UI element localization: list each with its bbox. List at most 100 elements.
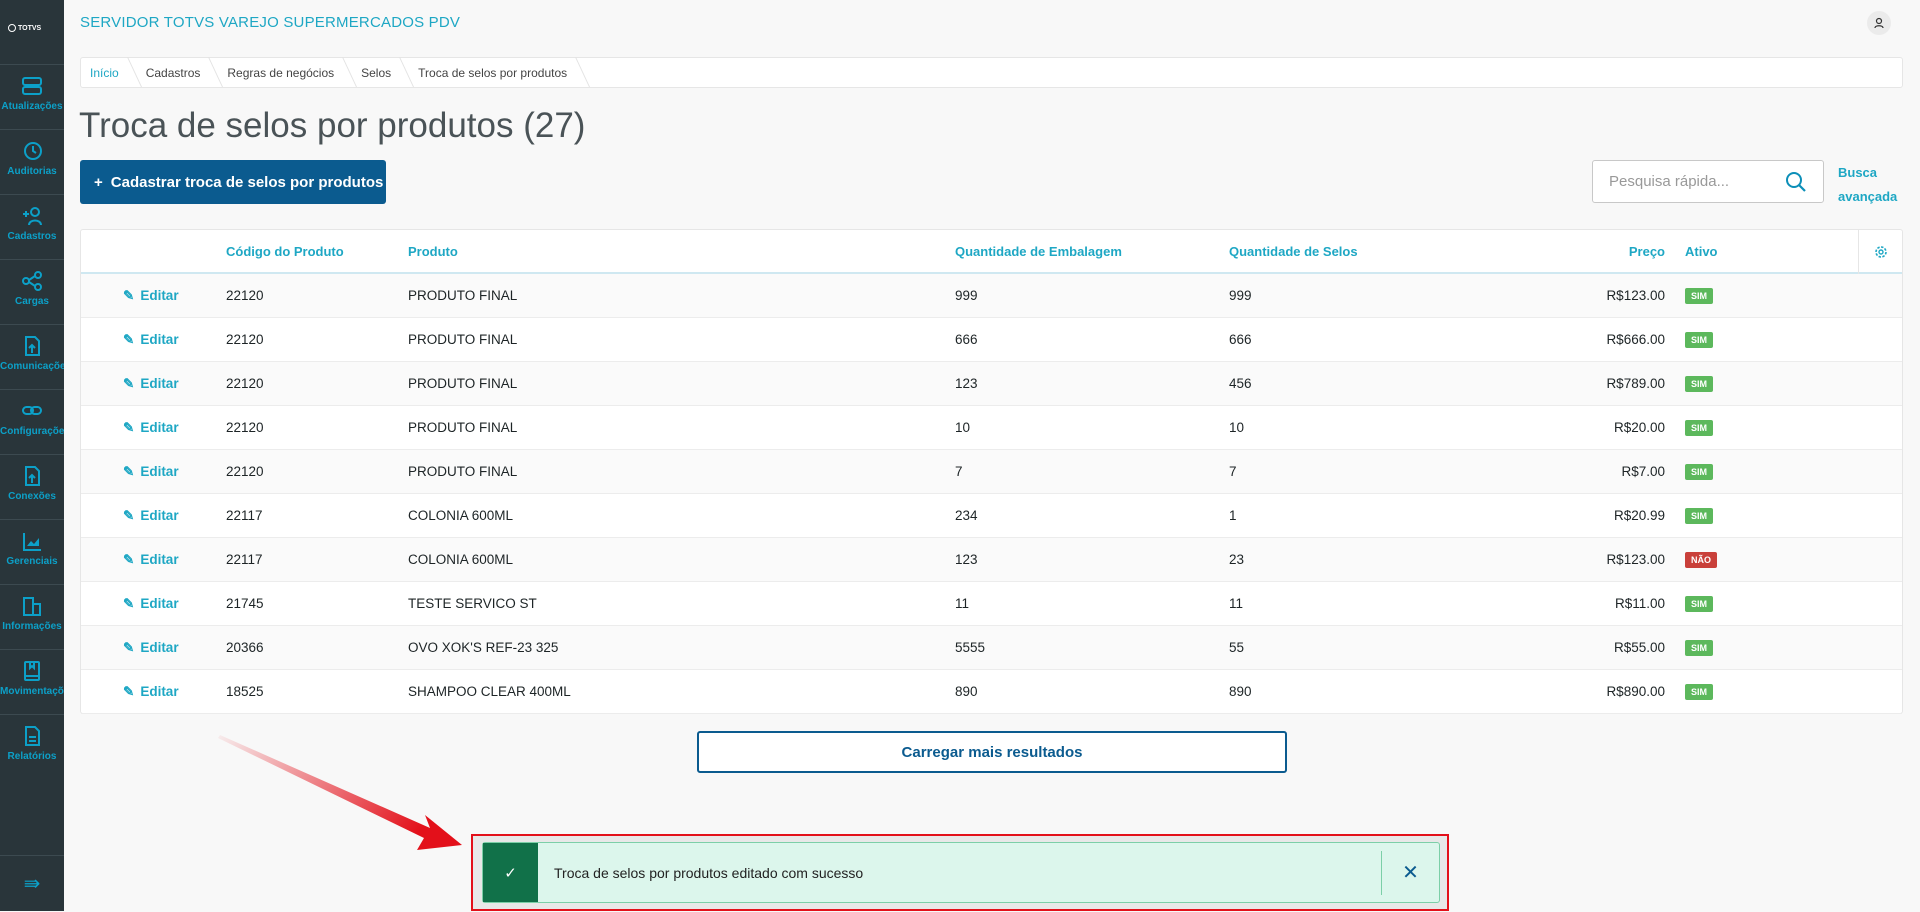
- cell-ativo: SIM: [1685, 582, 1714, 625]
- pencil-icon: ✎: [123, 463, 135, 479]
- sidebar-item-label: Auditorias: [7, 166, 57, 177]
- pencil-icon: ✎: [123, 419, 135, 435]
- cell-qtd-selos: 1: [1229, 508, 1237, 523]
- col-produto[interactable]: Produto: [408, 243, 458, 259]
- cell-codigo: 22117: [226, 508, 263, 523]
- cell-preco: R$7.00: [1621, 464, 1665, 479]
- sidebar-item-0[interactable]: Atualizações: [0, 64, 64, 129]
- sidebar-item-3[interactable]: Cargas: [0, 259, 64, 324]
- col-ativo[interactable]: Ativo: [1685, 243, 1718, 259]
- server-icon: [22, 77, 42, 95]
- sidebar-item-label: Relatórios: [7, 751, 57, 762]
- sidebar-item-10[interactable]: Relatórios: [0, 714, 64, 779]
- edit-label: Editar: [140, 464, 179, 479]
- table-row: ✎ Editar 20366 OVO XOK'S REF-23 325 5555 55 R$…: [81, 626, 1902, 670]
- sidebar-item-label: Informações: [2, 621, 62, 632]
- edit-label: Editar: [140, 552, 179, 567]
- cell-codigo: 22120: [226, 464, 264, 479]
- cell-qtd-selos: 23: [1229, 552, 1245, 567]
- add-button[interactable]: + Cadastrar troca de selos por produtos: [80, 160, 386, 204]
- sidebar-item-5[interactable]: Configurações: [0, 389, 64, 454]
- load-more-button[interactable]: Carregar mais resultados: [697, 731, 1287, 773]
- sidebar-item-label: Movimentações: [0, 686, 64, 697]
- cell-qtd-embalagem: 234: [955, 508, 978, 523]
- history-icon: [24, 142, 42, 160]
- sidebar-item-8[interactable]: Informações: [0, 584, 64, 649]
- breadcrumb-cadastros[interactable]: Cadastros: [137, 66, 219, 80]
- cell-ativo: SIM: [1685, 494, 1714, 537]
- cell-ativo: SIM: [1685, 450, 1714, 493]
- cell-qtd-selos: 11: [1229, 596, 1244, 611]
- close-toast-button[interactable]: ✕: [1381, 850, 1439, 895]
- status-badge: SIM: [1685, 419, 1714, 436]
- edit-button[interactable]: ✎ Editar: [123, 450, 179, 493]
- close-icon: ✕: [1402, 862, 1419, 884]
- sidebar-item-6[interactable]: Conexões: [0, 454, 64, 519]
- cell-qtd-embalagem: 11: [955, 596, 970, 611]
- pencil-icon: ✎: [123, 551, 135, 567]
- col-preco[interactable]: Preço: [1628, 243, 1665, 259]
- edit-button[interactable]: ✎ Editar: [123, 274, 179, 317]
- search-icon[interactable]: [1785, 171, 1807, 193]
- check-icon: ✓: [483, 843, 538, 902]
- sidebar-item-4[interactable]: Comunicações: [0, 324, 64, 389]
- cell-qtd-embalagem: 10: [955, 420, 971, 435]
- edit-button[interactable]: ✎ Editar: [123, 318, 179, 361]
- edit-button[interactable]: ✎ Editar: [123, 582, 179, 625]
- edit-button[interactable]: ✎ Editar: [123, 538, 179, 581]
- sidebar-item-7[interactable]: Gerenciais: [0, 519, 64, 584]
- cell-qtd-embalagem: 666: [955, 332, 978, 347]
- sidebar-item-9[interactable]: Movimentações: [0, 649, 64, 714]
- status-badge: SIM: [1685, 375, 1714, 392]
- edit-button[interactable]: ✎ Editar: [123, 670, 179, 713]
- table-row: ✎ Editar 22120 PRODUTO FINAL 7 7 R$7.00 SIM: [81, 450, 1902, 494]
- cell-produto: PRODUTO FINAL: [408, 464, 518, 479]
- table-header: Código do Produto Produto Quantidade de …: [81, 230, 1902, 274]
- pencil-icon: ✎: [123, 595, 135, 611]
- edit-button[interactable]: ✎ Editar: [123, 406, 179, 449]
- sidebar-item-1[interactable]: Auditorias: [0, 129, 64, 194]
- edit-button[interactable]: ✎ Editar: [123, 362, 179, 405]
- cell-produto: COLONIA 600ML: [408, 508, 514, 523]
- table-row: ✎ Editar 21745 TESTE SERVICO ST 11 11 R$11.00 S…: [81, 582, 1902, 626]
- cell-ativo: SIM: [1685, 670, 1714, 713]
- edit-label: Editar: [140, 508, 179, 523]
- col-qtd-embalagem[interactable]: Quantidade de Embalagem: [955, 243, 1122, 259]
- table-row: ✎ Editar 18525 SHAMPOO CLEAR 400ML 890 890 R$8…: [81, 670, 1902, 714]
- breadcrumb-current: Troca de selos por produtos: [409, 66, 585, 80]
- cell-preco: R$20.99: [1613, 508, 1665, 523]
- cell-codigo: 22120: [226, 376, 264, 391]
- sidebar-item-2[interactable]: Cadastros: [0, 194, 64, 259]
- status-badge: SIM: [1685, 683, 1714, 700]
- table-row: ✎ Editar 22120 PRODUTO FINAL 123 456 R$789.00 S…: [81, 362, 1902, 406]
- cell-qtd-selos: 890: [1229, 684, 1252, 699]
- sidebar-item-label: Comunicações: [0, 361, 64, 372]
- user-avatar[interactable]: [1867, 11, 1891, 35]
- status-badge: SIM: [1685, 287, 1714, 304]
- table-settings-button[interactable]: [1858, 230, 1903, 274]
- app-title: SERVIDOR TOTVS VAREJO SUPERMERCADOS PDV: [80, 14, 461, 31]
- col-codigo[interactable]: Código do Produto: [226, 243, 344, 259]
- sidebar-item-label: Cadastros: [7, 231, 57, 242]
- success-toast: ✓ Troca de selos por produtos editado co…: [482, 842, 1440, 903]
- cell-produto: TESTE SERVICO ST: [408, 596, 537, 611]
- advanced-search-link[interactable]: Busca avançada: [1838, 161, 1897, 209]
- edit-button[interactable]: ✎ Editar: [123, 494, 179, 537]
- table-row: ✎ Editar 22117 COLONIA 600ML 123 23 R$123.00 NÃ…: [81, 538, 1902, 582]
- col-qtd-selos[interactable]: Quantidade de Selos: [1229, 243, 1358, 259]
- breadcrumb-inicio[interactable]: Início: [81, 66, 137, 80]
- cell-codigo: 22120: [226, 332, 264, 347]
- gear-icon: [1875, 246, 1887, 258]
- collapse-menu-icon[interactable]: ⇛: [0, 855, 64, 911]
- cell-qtd-embalagem: 5555: [955, 640, 986, 655]
- breadcrumb-selos[interactable]: Selos: [352, 66, 409, 80]
- edit-button[interactable]: ✎ Editar: [123, 626, 179, 669]
- cell-preco: R$55.00: [1613, 640, 1665, 655]
- book-icon: [24, 661, 40, 681]
- breadcrumb-regras[interactable]: Regras de negócios: [218, 66, 352, 80]
- cell-qtd-selos: 999: [1229, 288, 1252, 303]
- cell-produto: PRODUTO FINAL: [408, 420, 518, 435]
- search-input[interactable]: Pesquisa rápida...: [1592, 160, 1824, 203]
- cell-qtd-selos: 10: [1229, 420, 1245, 435]
- cell-preco: R$666.00: [1606, 332, 1665, 347]
